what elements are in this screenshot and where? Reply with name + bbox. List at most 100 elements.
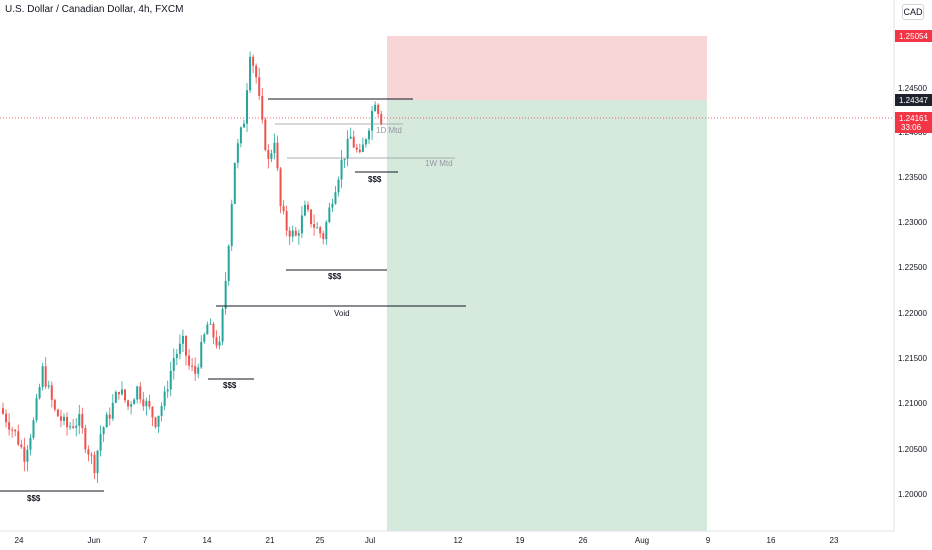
candle-body — [331, 203, 334, 208]
candle-body — [96, 450, 99, 474]
entry-price-tag-label: 1.24347 — [899, 96, 928, 105]
currency-button[interactable]: CAD — [902, 4, 924, 20]
time-tick: 14 — [203, 536, 212, 545]
candle-body — [258, 77, 261, 96]
candle-body — [142, 399, 145, 407]
candle-body — [111, 402, 114, 419]
time-axis[interactable]: 24 Jun 7 14 21 25 Jul 12 19 26 Aug 9 16 … — [15, 536, 839, 545]
candle-body — [355, 147, 358, 150]
candle-body — [185, 335, 187, 356]
candle-body — [102, 427, 105, 435]
candle-body — [200, 341, 203, 368]
candle-body — [319, 227, 322, 234]
time-tick: Jul — [365, 536, 375, 545]
candle-body — [59, 416, 62, 421]
candle-body — [47, 385, 50, 387]
stop-loss-zone[interactable] — [387, 36, 707, 100]
candle-body — [5, 413, 8, 423]
price-tick: 1.21500 — [898, 354, 927, 363]
candle-body — [377, 104, 380, 114]
candle-body — [29, 437, 32, 450]
candle-body — [11, 429, 14, 431]
chart-title: U.S. Dollar / Canadian Dollar, 4h, FXCM — [5, 4, 184, 15]
candle-body — [337, 179, 340, 193]
take-profit-zone[interactable] — [387, 100, 707, 531]
candle-body — [273, 142, 276, 154]
candle-body — [291, 230, 294, 237]
candle-body — [44, 366, 47, 387]
candle-body — [380, 113, 383, 125]
candle-body — [313, 224, 316, 228]
time-tick: Jun — [88, 536, 101, 545]
candle-body — [239, 127, 242, 144]
time-tick: 26 — [579, 536, 588, 545]
time-tick: 19 — [516, 536, 525, 545]
candle-body — [163, 391, 166, 407]
candle-body — [56, 409, 59, 417]
candle-body — [242, 123, 245, 128]
candle-body — [310, 209, 313, 225]
candle-body — [206, 324, 209, 335]
liquidity-label-2: $$$ — [223, 381, 237, 390]
candle-body — [181, 335, 184, 344]
candle-body — [117, 391, 120, 395]
candle-body — [69, 426, 72, 428]
candle-body — [172, 358, 175, 371]
candle-body — [124, 389, 126, 401]
candle-body — [133, 399, 136, 405]
candle-body — [352, 136, 355, 148]
candle-body — [364, 139, 367, 145]
candle-body — [197, 367, 200, 374]
time-tick: 9 — [706, 536, 711, 545]
mtd-1d-label: 1D Mtd — [376, 126, 402, 135]
candle-body — [26, 449, 29, 462]
mtd-1w-label: 1W Mtd — [425, 159, 453, 168]
candle-body — [35, 398, 38, 421]
time-tick: 23 — [830, 536, 839, 545]
time-tick: 21 — [266, 536, 275, 545]
candle-body — [81, 414, 84, 429]
price-tick: 1.22000 — [898, 309, 927, 318]
candle-body — [169, 370, 172, 390]
candle-body — [322, 233, 325, 240]
candle-body — [346, 138, 349, 159]
candle-body — [139, 386, 142, 400]
stop-price-tag — [895, 30, 932, 42]
candle-body — [264, 119, 267, 151]
candle-body — [145, 401, 148, 407]
candle-body — [212, 323, 215, 338]
candle-body — [215, 337, 218, 346]
candle-body — [160, 406, 163, 416]
candle-body — [349, 136, 352, 139]
candle-body — [218, 341, 221, 346]
candle-body — [194, 366, 197, 374]
price-tick: 1.20500 — [898, 445, 927, 454]
candle-body — [294, 230, 297, 236]
liquidity-label-1: $$$ — [27, 494, 41, 503]
candle-body — [175, 353, 178, 359]
candle-body — [84, 428, 87, 450]
candle-body — [166, 389, 169, 392]
time-tick: Aug — [635, 536, 649, 545]
price-axis[interactable]: 1.24500 1.24000 1.23500 1.23000 1.22500 … — [898, 84, 927, 499]
candle-body — [14, 429, 17, 432]
candle-body — [249, 56, 252, 91]
price-tick: 1.24500 — [898, 84, 927, 93]
candle-body — [300, 215, 303, 234]
candle-body — [236, 143, 239, 163]
time-tick: 7 — [143, 536, 148, 545]
candle-body — [87, 449, 90, 455]
candle-body — [361, 144, 364, 153]
candle-body — [261, 95, 264, 120]
candle-body — [343, 158, 346, 160]
candle-body — [307, 204, 309, 210]
candle-body — [233, 162, 236, 204]
candle-body — [41, 366, 44, 387]
candle-body — [32, 420, 35, 438]
candle-body — [191, 365, 194, 367]
stop-price-tag-label: 1.25054 — [899, 32, 928, 41]
candle-body — [78, 414, 81, 426]
price-tick: 1.23000 — [898, 218, 927, 227]
candle-body — [154, 417, 157, 427]
